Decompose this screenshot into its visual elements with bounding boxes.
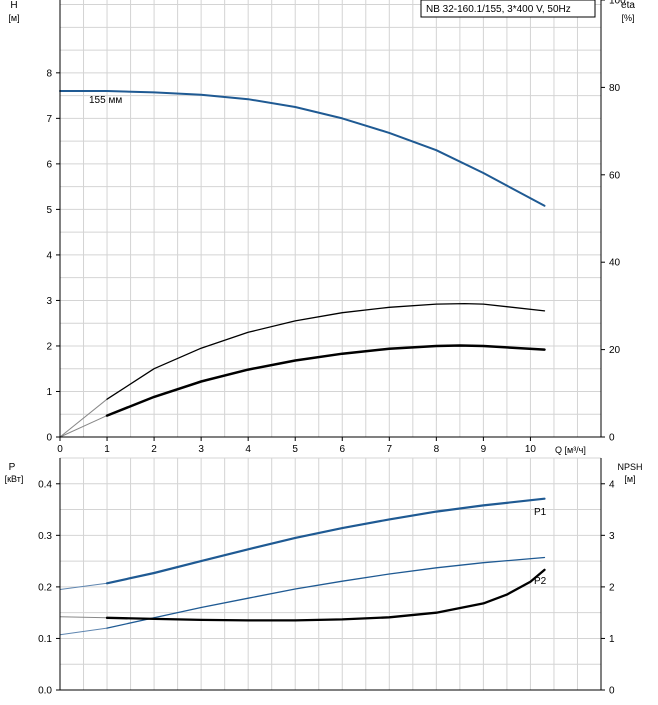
series-line-top-0 [59, 90, 546, 207]
y-left-tick-label: 0 [46, 433, 52, 444]
plot-area-top [60, 0, 601, 437]
series-bottom [59, 497, 546, 636]
y-left-tick-label: 1 [46, 387, 52, 398]
y-left-tick-label: 4 [46, 250, 52, 261]
y-right-tick-label: 0 [609, 433, 615, 444]
series-lead-in-line [59, 627, 108, 636]
y-left-tick-label: 6 [46, 159, 52, 170]
y-left-tick-label: 8 [46, 68, 52, 79]
y-left-tick-label: 7 [46, 114, 52, 125]
series-lead-in-line [59, 398, 108, 438]
y-right-title-bottom: NPSH [617, 462, 642, 472]
gridlines-top [60, 0, 601, 437]
y-right-tick-label: 0 [609, 686, 615, 697]
series-lead-in-line [59, 415, 108, 438]
series-lead-in-line [59, 616, 108, 619]
ticks-bottom: 0.0 0.1 0.2 0.3 0.4 0 1 2 3 4 [38, 479, 615, 696]
y-left-tick-label: 0.1 [38, 634, 52, 645]
x-tick-label: 6 [339, 444, 345, 455]
x-tick-label: 0 [57, 444, 63, 455]
plot-area-bottom [60, 458, 601, 690]
series-top [59, 90, 546, 438]
y-left-tick-label: 2 [46, 341, 52, 352]
y-right-unit-bottom: [м] [624, 474, 635, 484]
series-line-top-2 [105, 344, 546, 417]
x-tick-label: 10 [525, 444, 537, 455]
y-left-unit-top: [м] [8, 13, 19, 23]
y-left-title-bottom: P [9, 462, 16, 473]
series-line-top-1 [106, 302, 546, 400]
y-right-tick-label: 40 [609, 258, 621, 269]
series-line-bottom-0 [105, 497, 546, 585]
series-lead-in-line [59, 582, 108, 590]
y-left-tick-label: 3 [46, 296, 52, 307]
y-right-tick-label: 3 [609, 531, 615, 542]
x-tick-label: 9 [481, 444, 487, 455]
y-left-title-top: H [10, 0, 17, 11]
y-left-tick-label: 5 [46, 205, 52, 216]
power-npsh-panel: 0.0 0.1 0.2 0.3 0.4 0 1 2 3 4 P [кВт] NPSH [м] P1… [5, 457, 643, 697]
x-tick-label: 7 [387, 444, 393, 455]
y-left-tick-label: 0.0 [38, 686, 52, 697]
x-tick-label: 8 [434, 444, 440, 455]
x-tick-label: 5 [292, 444, 298, 455]
y-right-tick-label: 80 [609, 83, 621, 94]
y-right-title-top: eta [621, 0, 635, 11]
p2-label: P2 [534, 576, 547, 587]
y-right-tick-label: 2 [609, 582, 615, 593]
x-tick-label: 1 [104, 444, 110, 455]
y-left-tick-label: 0.3 [38, 531, 52, 542]
y-right-tick-label: 60 [609, 170, 621, 181]
x-tick-label: 3 [198, 444, 204, 455]
y-right-tick-label: 20 [609, 345, 621, 356]
y-right-tick-label: 100 [609, 0, 626, 7]
y-right-unit-top: [%] [621, 13, 634, 23]
x-tick-label: 2 [151, 444, 157, 455]
x-axis-label: Q [м³/ч] [555, 445, 586, 455]
y-left-unit-bottom: [кВт] [5, 474, 24, 484]
impeller-label: 155 мм [89, 95, 122, 106]
y-right-tick-label: 4 [609, 479, 615, 490]
series-line-bottom-2 [105, 568, 546, 622]
pump-title: NB 32-160.1/155, 3*400 V, 50Hz [426, 4, 571, 15]
series-line-bottom-1 [106, 556, 546, 629]
y-left-tick-label: 0.4 [38, 479, 52, 490]
gridlines-bottom [60, 457, 601, 690]
pump-title-box [420, 0, 596, 18]
y-right-tick-label: 1 [609, 634, 615, 645]
y-left-tick-label: 0.2 [38, 582, 52, 593]
p1-label: P1 [534, 507, 547, 518]
x-tick-label: 4 [245, 444, 251, 455]
